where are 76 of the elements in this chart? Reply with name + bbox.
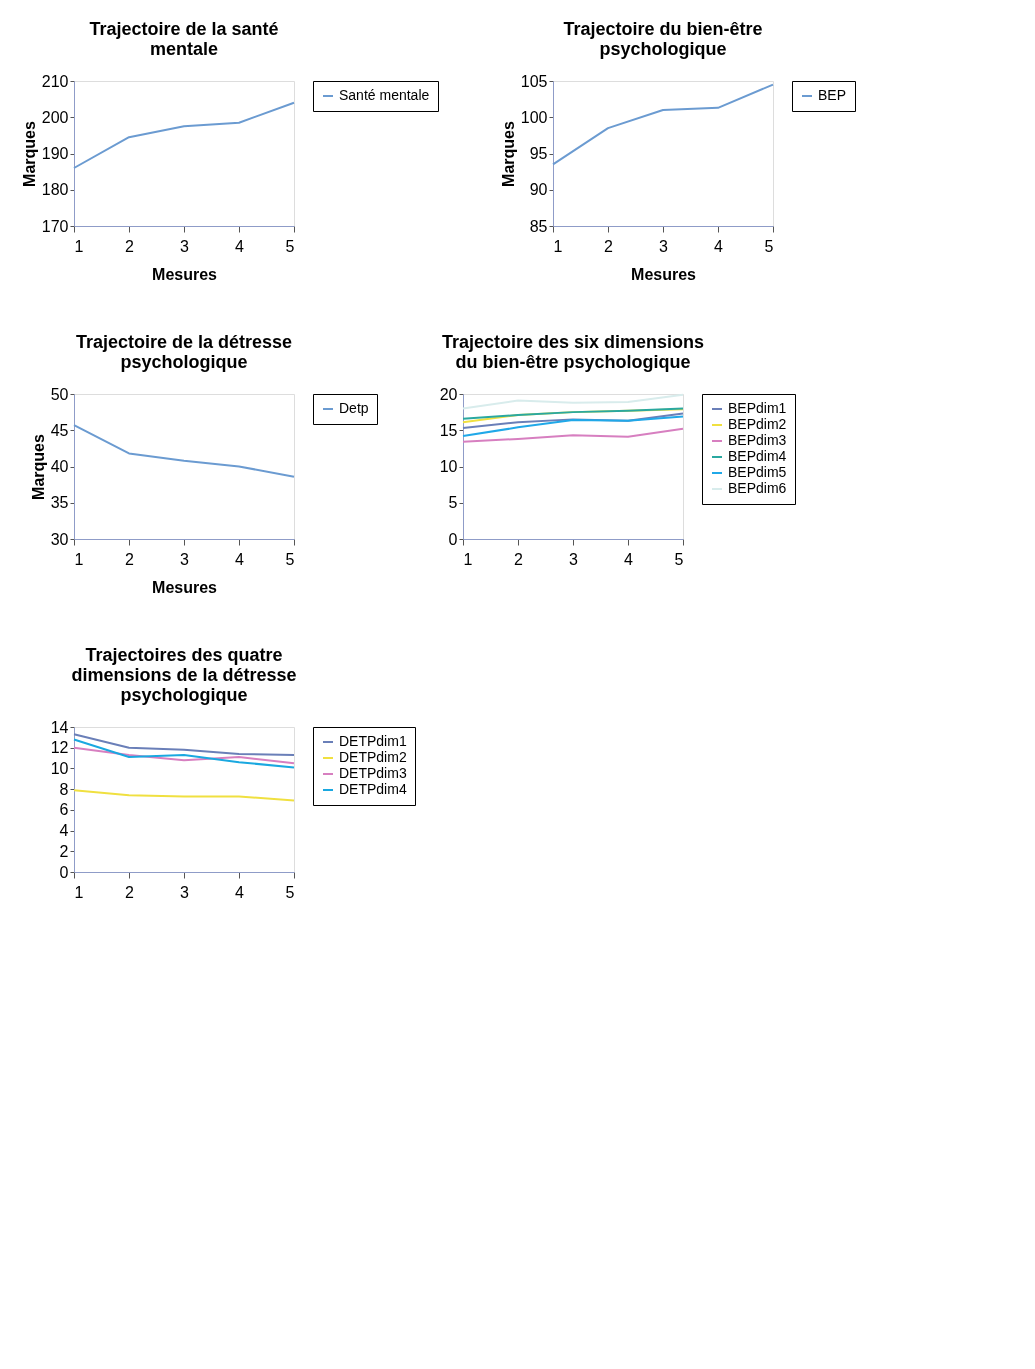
y-tick-label: 90	[529, 181, 548, 199]
y-tick-label: 40	[50, 458, 69, 475]
y-tick-label: 85	[529, 217, 548, 235]
x-axis-title: Mesures	[152, 578, 218, 596]
legend-label: BEPdim1	[728, 400, 787, 416]
legend-label: DETPdim2	[339, 749, 407, 765]
x-tick-label: 5	[764, 237, 774, 255]
y-tick-label: 95	[529, 145, 548, 162]
x-tick-label: 4	[235, 550, 245, 568]
y-axis-title: Marques	[20, 121, 38, 187]
x-tick-label: 2	[125, 883, 135, 901]
x-tick-label: 5	[285, 883, 295, 901]
legend-label: DETPdim3	[339, 765, 407, 781]
legend-label: DETPdim1	[339, 733, 407, 749]
chart-title: Trajectoires des quatre dimensions de la détresse psychologique	[71, 645, 297, 705]
y-tick-label: 10	[439, 458, 458, 475]
y-tick-label: 180	[41, 181, 69, 199]
x-axis-title: Mesures	[631, 265, 697, 283]
x-tick-label: 3	[180, 550, 190, 568]
y-tick-label: 4	[59, 822, 69, 840]
y-tick-label: 20	[439, 385, 458, 403]
y-tick-label: 30	[50, 530, 69, 548]
y-tick-label: 14	[50, 718, 69, 736]
x-tick-label: 4	[714, 237, 724, 255]
y-tick-label: 50	[50, 385, 69, 403]
y-tick-label: 170	[41, 217, 69, 235]
y-tick-label: 6	[59, 801, 69, 819]
x-tick-label: 2	[125, 237, 135, 255]
y-tick-label: 210	[41, 72, 69, 90]
chart-title: Trajectoire de la détresse psychologique	[75, 332, 293, 372]
y-tick-label: 8	[59, 780, 69, 798]
x-tick-label: 3	[180, 237, 190, 255]
legend-label: BEP	[818, 87, 847, 103]
x-tick-label: 1	[553, 237, 563, 255]
x-tick-label: 3	[180, 883, 190, 901]
y-tick-label: 0	[448, 530, 458, 548]
chart-title: Trajectoire des six dimensions du bien-être psychologique	[441, 332, 705, 372]
x-tick-label: 5	[674, 550, 684, 568]
x-tick-label: 3	[659, 237, 669, 255]
legend-label: BEPdim2	[728, 416, 787, 432]
x-tick-label: 4	[235, 237, 245, 255]
chart-title: Trajectoire du bien-être psychologique	[563, 19, 763, 59]
x-tick-label: 1	[74, 237, 84, 255]
y-tick-label: 190	[41, 145, 69, 162]
y-tick-label: 35	[50, 494, 69, 512]
legend-label: BEPdim5	[728, 464, 787, 480]
x-tick-label: 5	[285, 237, 295, 255]
x-tick-label: 1	[463, 550, 473, 568]
legend-label: Detp	[339, 400, 369, 416]
legend-label: Santé mentale	[339, 87, 430, 103]
y-axis-title: Marques	[29, 434, 47, 500]
x-tick-label: 5	[285, 550, 295, 568]
y-axis-title: Marques	[499, 121, 517, 187]
x-tick-label: 1	[74, 883, 84, 901]
chart-title: Trajectoire de la santé mentale	[89, 19, 279, 59]
legend-label: DETPdim4	[339, 781, 407, 797]
y-tick-label: 10	[50, 759, 69, 777]
legend-label: BEPdim4	[728, 448, 787, 464]
x-tick-label: 1	[74, 550, 84, 568]
y-tick-label: 100	[520, 108, 548, 126]
x-axis-title: Mesures	[152, 265, 218, 283]
y-tick-label: 45	[50, 421, 69, 439]
y-tick-label: 5	[448, 494, 458, 512]
x-tick-label: 4	[235, 883, 245, 901]
x-tick-label: 2	[604, 237, 614, 255]
legend-label: BEPdim3	[728, 432, 787, 448]
y-tick-label: 2	[59, 842, 69, 860]
y-tick-label: 12	[50, 739, 69, 757]
y-tick-label: 15	[439, 421, 458, 439]
y-tick-label: 105	[520, 72, 548, 90]
legend-label: BEPdim6	[728, 480, 787, 496]
x-tick-label: 3	[569, 550, 579, 568]
x-tick-label: 4	[624, 550, 634, 568]
x-tick-label: 2	[125, 550, 135, 568]
y-tick-label: 0	[59, 863, 69, 881]
y-tick-label: 200	[41, 108, 69, 126]
